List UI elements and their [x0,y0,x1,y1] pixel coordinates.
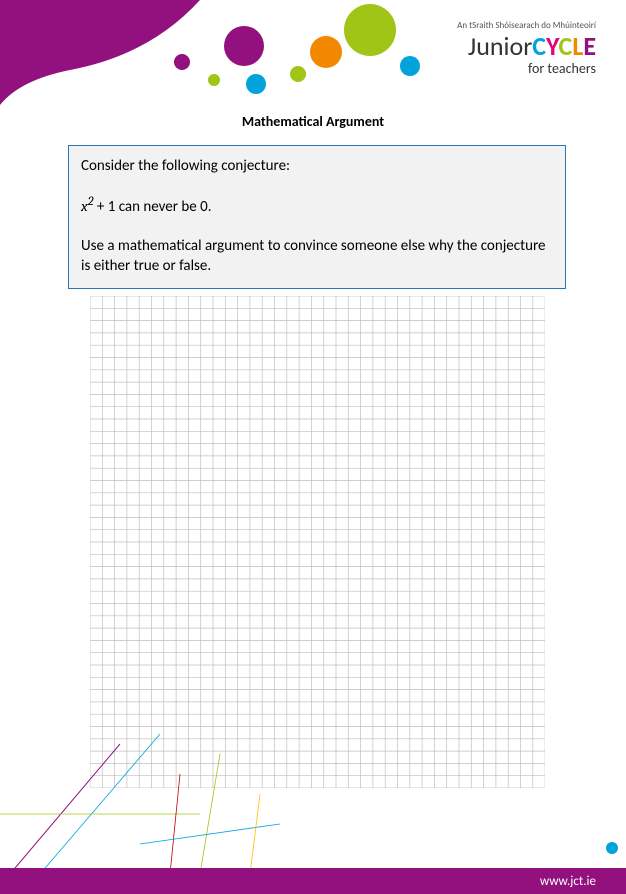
conjecture-box: Consider the following conjecture: x2 + … [68,145,566,289]
decorative-line [170,774,180,874]
logo-letter-c2: C [559,30,573,62]
answer-grid [90,296,545,780]
expr-var: x [81,197,88,215]
footer-bar: www.jct.ie [0,868,626,894]
footer-dot-icon [606,842,618,854]
corner-swoosh [0,0,200,105]
header-dot-icon [224,26,264,66]
header-dot-icon [400,56,420,76]
logo-letter-l: L [572,30,583,62]
header-dot-icon [208,74,220,86]
header-dot-icon [246,74,266,94]
logo-main: JuniorCYCLE [457,33,596,59]
logo-word-junior: Junior [468,30,532,62]
conjecture-intro: Consider the following conjecture: [81,156,553,176]
conjecture-prompt: Use a mathematical argument to convince … [81,236,553,277]
logo-letter-y: Y [546,30,559,62]
conjecture-expression: x2 + 1 can never be 0. [81,194,553,217]
header-dot-icon [310,36,342,68]
logo-area: An tSraith Shóisearach do Mhúinteoirí Ju… [457,20,596,77]
logo-letter-c: C [532,30,546,62]
expr-rest: + 1 can never be 0. [93,198,211,216]
footer-url: www.jct.ie [540,874,596,889]
header-dot-icon [174,54,190,70]
logo-sub: for teachers [457,60,596,77]
decorative-line [140,824,280,844]
header-dot-icon [344,4,396,56]
logo-letter-e: E [583,30,596,62]
header-dot-icon [290,66,306,82]
page-title: Mathematical Argument [0,113,626,130]
decorative-line [250,794,260,874]
